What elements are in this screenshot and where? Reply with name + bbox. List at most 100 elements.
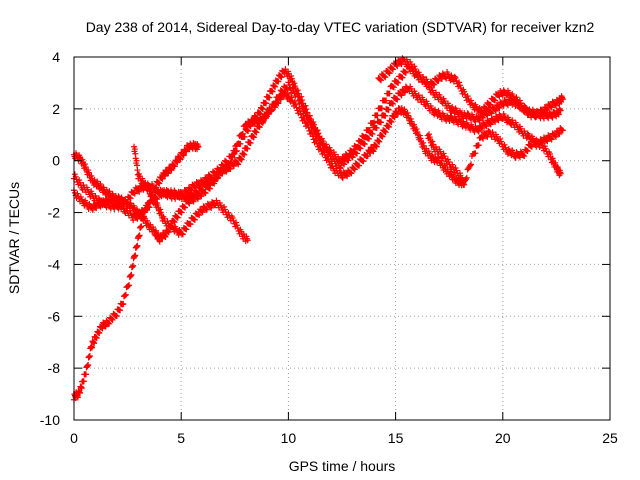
y-tick-label: 2 — [52, 101, 60, 117]
data-point — [180, 152, 187, 159]
data-point — [101, 201, 108, 208]
data-point — [548, 136, 555, 143]
data-point — [253, 129, 260, 136]
data-point — [195, 143, 202, 150]
data-point — [108, 316, 115, 323]
y-tick-label: -6 — [48, 308, 61, 324]
data-point — [177, 156, 184, 163]
data-point — [157, 206, 164, 213]
data-point — [308, 130, 315, 137]
data-point — [235, 161, 242, 168]
data-point — [137, 212, 144, 219]
data-point — [130, 217, 137, 224]
data-point — [164, 169, 171, 176]
data-point — [80, 378, 87, 385]
data-point — [183, 148, 190, 155]
data-point — [339, 175, 346, 182]
data-point — [390, 100, 397, 107]
data-point — [148, 191, 155, 198]
data-point — [227, 166, 234, 173]
data-point — [535, 111, 542, 118]
data-point — [247, 140, 254, 147]
data-point — [385, 69, 392, 76]
data-point — [540, 110, 547, 117]
data-point — [531, 113, 538, 120]
data-point — [180, 151, 187, 158]
data-point — [336, 164, 343, 171]
data-point — [559, 96, 566, 103]
data-point — [504, 100, 511, 107]
data-point — [283, 85, 290, 92]
data-point — [317, 136, 324, 143]
data-point — [106, 320, 113, 327]
data-point — [218, 169, 225, 176]
data-point — [266, 94, 273, 101]
data-point — [171, 219, 178, 226]
data-point — [230, 163, 237, 170]
data-point — [309, 120, 316, 127]
data-point — [397, 91, 404, 98]
x-tick-label: 20 — [495, 430, 511, 446]
data-point — [127, 195, 134, 202]
data-point — [280, 89, 287, 96]
data-point — [199, 209, 206, 216]
data-point — [394, 96, 401, 103]
data-point — [377, 76, 384, 83]
data-point — [431, 81, 438, 88]
data-point — [344, 173, 351, 180]
data-point — [187, 221, 194, 228]
data-point — [154, 202, 161, 209]
data-point — [360, 158, 367, 165]
data-point — [382, 74, 389, 81]
data-point — [482, 122, 489, 129]
data-point — [194, 196, 201, 203]
data-point — [182, 204, 189, 211]
data-point — [101, 200, 108, 207]
data-point — [132, 252, 139, 259]
data-point — [378, 105, 385, 112]
data-point — [354, 150, 361, 157]
data-point — [390, 66, 397, 73]
x-tick-label: 0 — [70, 430, 78, 446]
data-point — [268, 108, 275, 115]
data-point — [115, 193, 122, 200]
data-point — [537, 138, 544, 145]
data-point — [468, 161, 475, 168]
data-point — [269, 88, 276, 95]
data-point — [495, 104, 502, 111]
data-point — [126, 282, 133, 289]
data-point — [178, 209, 185, 216]
data-point — [341, 161, 348, 168]
data-point — [174, 214, 181, 221]
data-point — [183, 196, 190, 203]
data-point — [357, 145, 364, 152]
data-point — [179, 231, 186, 238]
data-point — [275, 94, 282, 101]
data-point — [275, 100, 282, 107]
data-point — [382, 112, 389, 119]
data-point — [296, 108, 303, 115]
data-point — [165, 170, 172, 177]
data-point — [468, 97, 475, 104]
data-point — [479, 109, 486, 116]
data-point — [171, 163, 178, 170]
data-point — [161, 232, 168, 239]
data-point — [463, 174, 470, 181]
data-point — [516, 154, 523, 161]
data-point — [113, 313, 120, 320]
data-point — [442, 74, 449, 81]
data-point — [250, 134, 257, 141]
data-point — [452, 75, 459, 82]
data-point — [176, 155, 183, 162]
series-track-5 — [131, 143, 251, 245]
data-point — [278, 74, 285, 81]
data-point — [547, 135, 554, 142]
data-point — [326, 150, 333, 157]
data-point — [540, 108, 547, 115]
data-point — [429, 141, 436, 148]
data-point — [272, 101, 279, 108]
data-point — [366, 135, 373, 142]
data-point — [555, 129, 562, 136]
data-point — [426, 84, 433, 91]
data-point — [383, 97, 390, 104]
